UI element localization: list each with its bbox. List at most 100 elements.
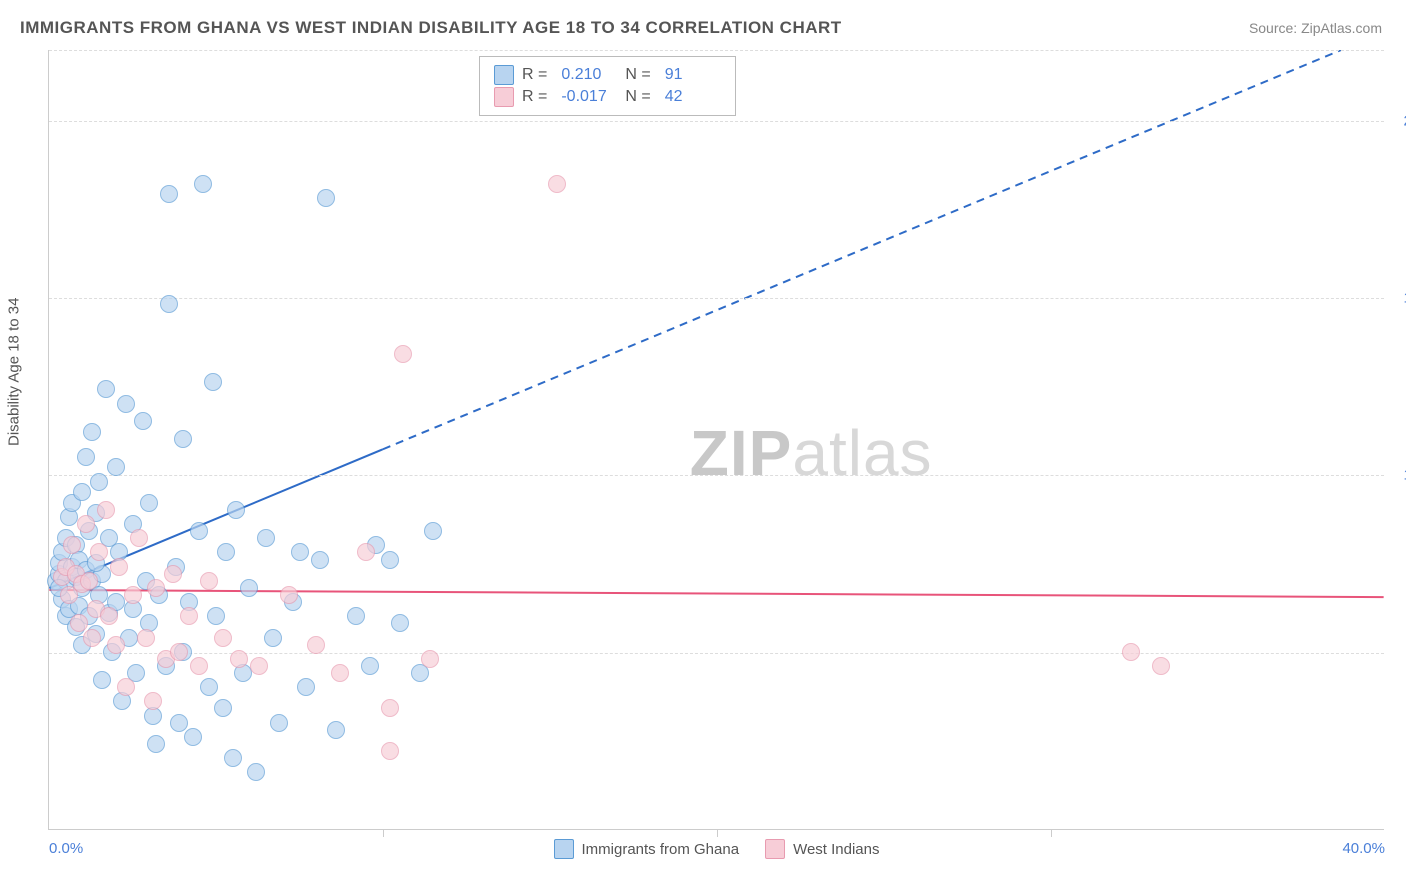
scatter-point-blue — [347, 607, 365, 625]
scatter-point-blue — [107, 458, 125, 476]
scatter-point-blue — [190, 522, 208, 540]
x-tick-label: 40.0% — [1342, 840, 1385, 857]
scatter-point-blue — [391, 614, 409, 632]
scatter-point-blue — [117, 395, 135, 413]
scatter-point-pink — [83, 629, 101, 647]
scatter-point-blue — [207, 607, 225, 625]
scatter-plot-area: ZIPatlas R = 0.210 N = 91 R = -0.017 N =… — [48, 50, 1384, 830]
scatter-point-pink — [230, 650, 248, 668]
swatch-blue — [494, 65, 514, 85]
scatter-point-pink — [63, 536, 81, 554]
scatter-point-pink — [421, 650, 439, 668]
scatter-point-blue — [424, 522, 442, 540]
y-axis-label: Disability Age 18 to 34 — [6, 298, 23, 446]
scatter-point-blue — [381, 551, 399, 569]
scatter-point-pink — [1152, 657, 1170, 675]
scatter-point-pink — [1122, 643, 1140, 661]
scatter-point-pink — [110, 558, 128, 576]
scatter-point-blue — [184, 728, 202, 746]
chart-title: IMMIGRANTS FROM GHANA VS WEST INDIAN DIS… — [20, 18, 842, 38]
scatter-point-blue — [257, 529, 275, 547]
scatter-point-pink — [357, 543, 375, 561]
scatter-point-pink — [250, 657, 268, 675]
legend-label: West Indians — [793, 841, 879, 858]
scatter-point-blue — [93, 671, 111, 689]
series-legend: Immigrants from Ghana West Indians — [554, 839, 880, 859]
scatter-point-pink — [307, 636, 325, 654]
scatter-point-blue — [247, 763, 265, 781]
scatter-point-blue — [73, 483, 91, 501]
scatter-point-blue — [240, 579, 258, 597]
scatter-point-pink — [190, 657, 208, 675]
scatter-point-pink — [100, 607, 118, 625]
x-tick-label: 0.0% — [49, 840, 83, 857]
scatter-point-pink — [381, 699, 399, 717]
legend-row-pink: R = -0.017 N = 42 — [494, 87, 721, 107]
legend-row-blue: R = 0.210 N = 91 — [494, 65, 721, 85]
scatter-point-pink — [200, 572, 218, 590]
swatch-pink-icon — [765, 839, 785, 859]
gridline — [49, 653, 1384, 654]
watermark: ZIPatlas — [690, 416, 933, 490]
legend-item-blue: Immigrants from Ghana — [554, 839, 740, 859]
scatter-point-pink — [214, 629, 232, 647]
scatter-point-blue — [297, 678, 315, 696]
legend-label: Immigrants from Ghana — [582, 841, 740, 858]
x-tick — [717, 829, 718, 837]
scatter-point-blue — [317, 189, 335, 207]
scatter-point-pink — [164, 565, 182, 583]
scatter-point-blue — [204, 373, 222, 391]
legend-item-pink: West Indians — [765, 839, 879, 859]
scatter-point-pink — [77, 515, 95, 533]
scatter-point-blue — [291, 543, 309, 561]
scatter-point-pink — [130, 529, 148, 547]
scatter-point-blue — [224, 749, 242, 767]
scatter-point-blue — [174, 430, 192, 448]
scatter-point-blue — [194, 175, 212, 193]
scatter-point-blue — [83, 423, 101, 441]
scatter-point-blue — [97, 380, 115, 398]
scatter-point-pink — [394, 345, 412, 363]
scatter-point-pink — [170, 643, 188, 661]
scatter-point-pink — [180, 607, 198, 625]
gridline — [49, 475, 1384, 476]
scatter-point-pink — [90, 543, 108, 561]
scatter-point-pink — [137, 629, 155, 647]
gridline — [49, 298, 1384, 299]
scatter-point-blue — [160, 185, 178, 203]
scatter-point-blue — [200, 678, 218, 696]
swatch-blue-icon — [554, 839, 574, 859]
scatter-point-blue — [140, 494, 158, 512]
scatter-point-blue — [264, 629, 282, 647]
scatter-point-pink — [117, 678, 135, 696]
scatter-point-blue — [227, 501, 245, 519]
scatter-point-blue — [90, 473, 108, 491]
scatter-point-blue — [134, 412, 152, 430]
scatter-point-blue — [170, 714, 188, 732]
trend-lines — [49, 50, 1384, 829]
scatter-point-pink — [124, 586, 142, 604]
scatter-point-blue — [361, 657, 379, 675]
source-attribution: Source: ZipAtlas.com — [1249, 20, 1382, 36]
scatter-point-blue — [214, 699, 232, 717]
scatter-point-pink — [80, 572, 98, 590]
scatter-point-blue — [311, 551, 329, 569]
scatter-point-blue — [147, 735, 165, 753]
scatter-point-blue — [327, 721, 345, 739]
x-tick — [383, 829, 384, 837]
swatch-pink — [494, 87, 514, 107]
gridline — [49, 121, 1384, 122]
scatter-point-pink — [548, 175, 566, 193]
scatter-point-pink — [147, 579, 165, 597]
scatter-point-pink — [70, 614, 88, 632]
correlation-legend: R = 0.210 N = 91 R = -0.017 N = 42 — [479, 56, 736, 116]
scatter-point-pink — [381, 742, 399, 760]
x-tick — [1051, 829, 1052, 837]
scatter-point-blue — [77, 448, 95, 466]
scatter-point-blue — [160, 295, 178, 313]
scatter-point-pink — [280, 586, 298, 604]
scatter-point-pink — [331, 664, 349, 682]
scatter-point-pink — [144, 692, 162, 710]
scatter-point-pink — [97, 501, 115, 519]
scatter-point-blue — [217, 543, 235, 561]
